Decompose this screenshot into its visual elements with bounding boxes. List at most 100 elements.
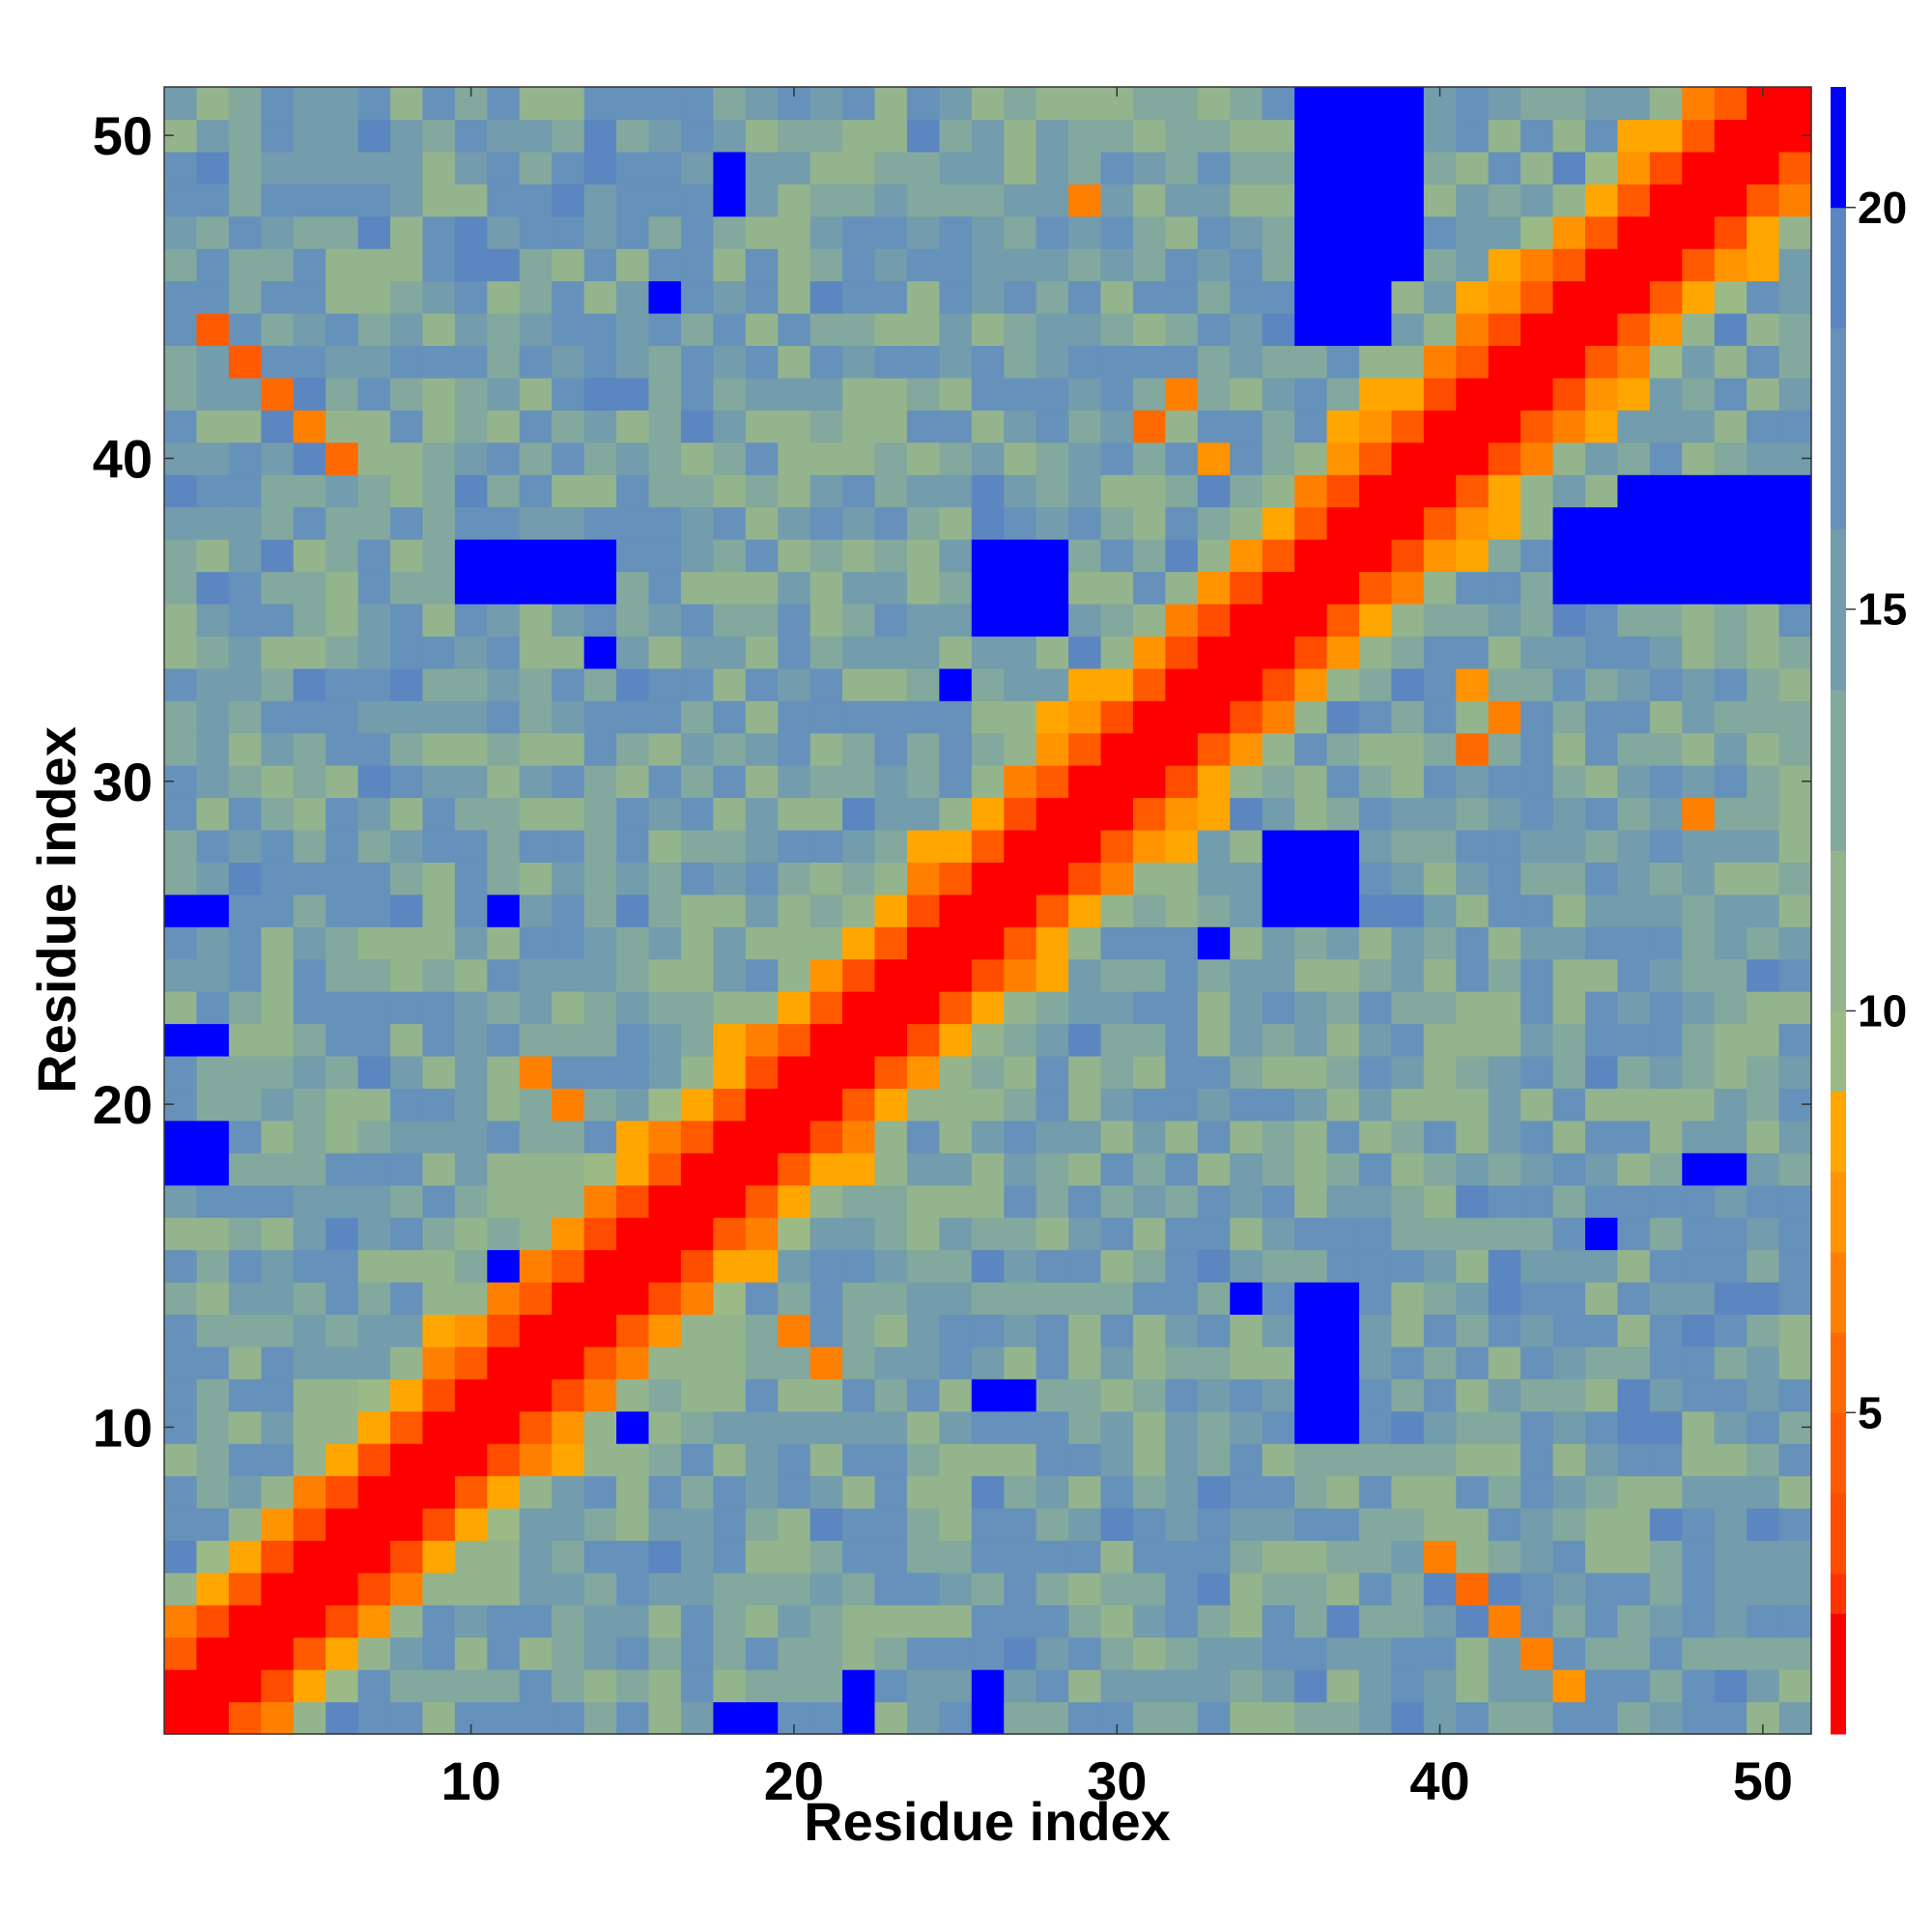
heatmap-cell — [939, 280, 973, 314]
heatmap-cell — [1294, 732, 1328, 766]
heatmap-cell — [1294, 1120, 1328, 1153]
heatmap-cell — [487, 1152, 521, 1186]
heatmap-cell — [357, 1701, 391, 1735]
heatmap-cell — [1262, 313, 1295, 347]
heatmap-cell — [1132, 700, 1166, 734]
heatmap-cell — [1714, 151, 1747, 185]
heatmap-cell — [1456, 1410, 1490, 1444]
heatmap-cell — [1456, 377, 1490, 411]
heatmap-cell — [1617, 248, 1651, 282]
heatmap-cell — [357, 151, 391, 185]
heatmap-cell — [874, 732, 908, 766]
heatmap-cell — [326, 1314, 359, 1348]
heatmap-cell — [1326, 441, 1360, 475]
heatmap-cell — [1100, 829, 1134, 863]
heatmap-cell — [293, 636, 327, 669]
heatmap-cell — [1520, 1023, 1554, 1057]
heatmap-cell — [1714, 184, 1747, 217]
heatmap-cell — [1747, 829, 1780, 863]
heatmap-cell — [648, 1217, 682, 1251]
heatmap-cell — [293, 1443, 327, 1477]
heatmap-cell — [1326, 1184, 1360, 1218]
heatmap-cell — [487, 1605, 521, 1638]
heatmap-cell — [228, 1443, 262, 1477]
heatmap-cell — [390, 1120, 424, 1153]
heatmap-cell — [1036, 1410, 1069, 1444]
heatmap-cell — [1132, 506, 1166, 540]
heatmap-cell — [842, 1605, 876, 1638]
heatmap-cell — [1649, 1055, 1683, 1089]
heatmap-cell — [196, 991, 230, 1025]
heatmap-cell — [1068, 410, 1102, 443]
heatmap-cell — [713, 1217, 747, 1251]
heatmap-cell — [1520, 1669, 1554, 1703]
heatmap-cell — [228, 1346, 262, 1379]
heatmap-cell — [326, 1120, 359, 1153]
heatmap-cell — [1294, 1669, 1328, 1703]
heatmap-cell — [583, 313, 617, 347]
heatmap-cell — [261, 441, 295, 475]
heatmap-cell — [1230, 1281, 1264, 1315]
heatmap-cell — [1004, 410, 1037, 443]
heatmap-cell — [680, 958, 714, 992]
heatmap-cell — [1391, 1443, 1425, 1477]
heatmap-cell — [583, 571, 617, 605]
heatmap-cell — [390, 1314, 424, 1348]
heatmap-cell — [713, 474, 747, 508]
heatmap-cell — [906, 958, 940, 992]
heatmap-cell — [390, 184, 424, 217]
heatmap-cell — [616, 410, 650, 443]
heatmap-cell — [1068, 377, 1102, 411]
heatmap-cell — [1068, 700, 1102, 734]
heatmap-cell — [519, 1281, 553, 1315]
heatmap-cell — [164, 1475, 198, 1509]
heatmap-cell — [1294, 894, 1328, 927]
heatmap-cell — [939, 1507, 973, 1542]
heatmap-cell — [519, 1023, 553, 1057]
heatmap-cell — [745, 441, 779, 475]
heatmap-cell — [1358, 377, 1392, 411]
heatmap-cell — [293, 248, 327, 282]
heatmap-cell — [519, 474, 553, 508]
heatmap-cell — [552, 474, 585, 508]
heatmap-cell — [1617, 765, 1651, 799]
heatmap-cell — [552, 1055, 585, 1089]
heatmap-cell — [1197, 1636, 1231, 1670]
heatmap-cell — [1391, 1475, 1425, 1509]
heatmap-cell — [1262, 280, 1295, 314]
heatmap-cell — [971, 248, 1005, 282]
heatmap-cell — [487, 1055, 521, 1089]
heatmap-cell — [422, 1346, 456, 1379]
heatmap-cell — [778, 410, 811, 443]
heatmap-cell — [778, 636, 811, 669]
heatmap-cell — [906, 248, 940, 282]
heatmap-cell — [713, 862, 747, 895]
heatmap-cell — [1262, 1605, 1295, 1638]
heatmap-cell — [1197, 1410, 1231, 1444]
heatmap-cell — [713, 1281, 747, 1315]
heatmap-cell — [1682, 1314, 1716, 1348]
heatmap-cell — [261, 1572, 295, 1605]
heatmap-cell — [1714, 894, 1747, 927]
heatmap-cell — [648, 668, 682, 701]
heatmap-cell — [1747, 636, 1780, 669]
heatmap-cell — [1132, 958, 1166, 992]
heatmap-cell — [778, 1410, 811, 1444]
heatmap-cell — [519, 1184, 553, 1218]
heatmap-cell — [1165, 87, 1199, 121]
heatmap-cell — [778, 797, 811, 831]
heatmap-cell — [583, 410, 617, 443]
heatmap-cell — [1520, 1636, 1554, 1670]
heatmap-cell — [261, 1540, 295, 1574]
heatmap-cell — [1100, 1605, 1134, 1638]
heatmap-cell — [583, 539, 617, 573]
heatmap-cell — [1714, 829, 1747, 863]
heatmap-cell — [778, 1184, 811, 1218]
heatmap-cell — [228, 1636, 262, 1670]
heatmap-cell — [1682, 829, 1716, 863]
heatmap-cell — [1004, 1701, 1037, 1735]
heatmap-cell — [293, 797, 327, 831]
heatmap-cell — [680, 1636, 714, 1670]
heatmap-cell — [519, 732, 553, 766]
heatmap-cell — [357, 636, 391, 669]
